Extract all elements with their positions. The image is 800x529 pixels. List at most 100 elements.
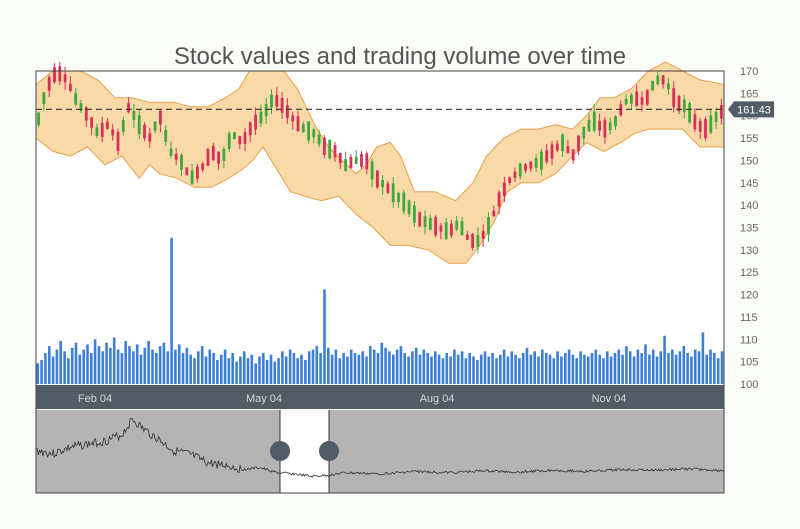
volume-bar (564, 353, 567, 384)
candle-body (344, 159, 347, 171)
volume-bar (63, 351, 66, 384)
y-tick-label: 135 (740, 223, 758, 235)
candle-body (455, 220, 459, 230)
volume-bar (697, 351, 701, 384)
volume-bar (621, 354, 624, 384)
candle-body (413, 205, 416, 223)
volume-bar (510, 351, 514, 384)
candle-body (386, 183, 390, 193)
volume-bar (59, 341, 62, 384)
volume-bar (453, 349, 456, 384)
volume-bar (625, 346, 628, 384)
candle-body (143, 124, 146, 139)
volume-bar (36, 363, 40, 384)
candle-body (444, 222, 448, 240)
candle-body (354, 156, 358, 164)
volume-bar (651, 349, 655, 384)
volume-bar (476, 359, 479, 384)
navigator-left-handle[interactable] (270, 441, 290, 461)
volume-bar (682, 346, 686, 384)
volume-bar (101, 351, 105, 384)
volume-bars (36, 237, 724, 384)
volume-bar (667, 353, 670, 384)
volume-bar (460, 351, 464, 384)
candle-body (598, 120, 601, 131)
chart-border (35, 70, 725, 494)
candle-body (259, 111, 263, 124)
volume-bar (181, 353, 185, 384)
volume-bar (158, 346, 162, 384)
volume-bar (613, 353, 617, 384)
volume-bar (380, 342, 384, 384)
volume-bar (319, 353, 322, 384)
candle-body (37, 112, 40, 125)
y-tick-label: 100 (740, 379, 758, 391)
volume-bar (384, 347, 387, 384)
volume-bar (716, 358, 720, 384)
plot-area (35, 61, 725, 384)
candle-body (270, 94, 273, 108)
candle-body (555, 143, 559, 151)
candle-body (360, 153, 363, 167)
volume-bar (269, 354, 273, 384)
candle-body (577, 135, 580, 152)
volume-bar (609, 356, 613, 384)
volume-bar (105, 342, 108, 384)
navigator[interactable] (35, 70, 725, 494)
candle-body (312, 129, 316, 138)
volume-bar (112, 337, 116, 384)
candle-body (508, 177, 512, 183)
candle-body (476, 235, 480, 247)
volume-bar (307, 351, 311, 384)
candle-body (672, 88, 676, 108)
volume-bar (51, 356, 55, 384)
candle-body (63, 74, 67, 83)
volume-bar (671, 349, 674, 384)
volume-bar (395, 349, 399, 384)
candle-body (503, 182, 506, 197)
candle-body (428, 218, 432, 230)
volume-bar (273, 361, 277, 384)
volume-bar (701, 332, 705, 384)
candle-body (677, 96, 681, 112)
candle-body (47, 76, 51, 91)
volume-bar (525, 347, 529, 384)
candle-body (42, 92, 46, 104)
candle-body (418, 212, 422, 227)
volume-bar (709, 349, 712, 384)
candle-body (513, 171, 517, 178)
volume-bar (239, 356, 242, 384)
volume-bar (242, 351, 246, 384)
volume-bar (411, 351, 414, 384)
band-lower-line (35, 128, 724, 264)
volume-bar (235, 361, 238, 384)
candle-body (720, 105, 723, 119)
candle-body (630, 94, 633, 104)
candle-body (492, 210, 496, 217)
candle-body (434, 217, 437, 236)
candle-body (196, 166, 199, 179)
volume-bar (300, 354, 303, 384)
candle-body (667, 83, 670, 90)
candle-body (333, 145, 337, 158)
navigator-right-handle[interactable] (319, 441, 339, 461)
volume-bar (674, 354, 678, 384)
volume-bar (292, 353, 296, 384)
candle-body (365, 153, 369, 170)
candle-body (148, 133, 152, 142)
candle-body (439, 225, 443, 232)
candle-body (465, 234, 469, 240)
candle-body (100, 122, 104, 137)
candle-body (180, 154, 183, 170)
candle-body (571, 149, 575, 161)
volume-bar (659, 351, 663, 384)
volume-bar (579, 351, 582, 384)
candle-body (651, 80, 654, 91)
volume-bar (632, 356, 636, 384)
candle-body (656, 75, 660, 85)
candle-body (317, 134, 321, 145)
volume-bar (426, 353, 429, 384)
volume-bar (132, 351, 135, 384)
